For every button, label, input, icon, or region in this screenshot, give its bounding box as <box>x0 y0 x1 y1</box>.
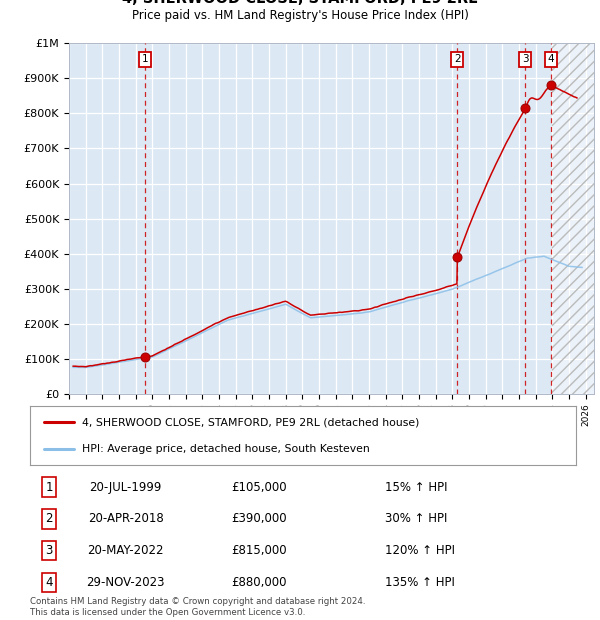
Text: 20-APR-2018: 20-APR-2018 <box>88 512 163 525</box>
Text: Price paid vs. HM Land Registry's House Price Index (HPI): Price paid vs. HM Land Registry's House … <box>131 9 469 22</box>
Text: 3: 3 <box>46 544 53 557</box>
Text: HPI: Average price, detached house, South Kesteven: HPI: Average price, detached house, Sout… <box>82 444 370 454</box>
Text: 4, SHERWOOD CLOSE, STAMFORD, PE9 2RL (detached house): 4, SHERWOOD CLOSE, STAMFORD, PE9 2RL (de… <box>82 417 419 427</box>
Text: £815,000: £815,000 <box>232 544 287 557</box>
Text: £390,000: £390,000 <box>232 512 287 525</box>
Text: 15% ↑ HPI: 15% ↑ HPI <box>385 480 448 494</box>
Text: 4: 4 <box>46 576 53 589</box>
Text: 2: 2 <box>454 54 461 64</box>
Text: 4, SHERWOOD CLOSE, STAMFORD, PE9 2RL: 4, SHERWOOD CLOSE, STAMFORD, PE9 2RL <box>122 0 478 6</box>
Bar <box>553 43 594 394</box>
Text: £105,000: £105,000 <box>232 480 287 494</box>
Text: 20-JUL-1999: 20-JUL-1999 <box>89 480 162 494</box>
Text: Contains HM Land Registry data © Crown copyright and database right 2024.
This d: Contains HM Land Registry data © Crown c… <box>30 598 365 617</box>
Bar <box>553 43 594 394</box>
Text: 2: 2 <box>46 512 53 525</box>
Text: 29-NOV-2023: 29-NOV-2023 <box>86 576 165 589</box>
Text: 1: 1 <box>142 54 148 64</box>
Text: 1: 1 <box>46 480 53 494</box>
Text: 4: 4 <box>548 54 554 64</box>
Text: 30% ↑ HPI: 30% ↑ HPI <box>385 512 447 525</box>
Text: 120% ↑ HPI: 120% ↑ HPI <box>385 544 455 557</box>
Text: 135% ↑ HPI: 135% ↑ HPI <box>385 576 455 589</box>
Text: 20-MAY-2022: 20-MAY-2022 <box>88 544 164 557</box>
Text: £880,000: £880,000 <box>232 576 287 589</box>
Text: 3: 3 <box>522 54 529 64</box>
